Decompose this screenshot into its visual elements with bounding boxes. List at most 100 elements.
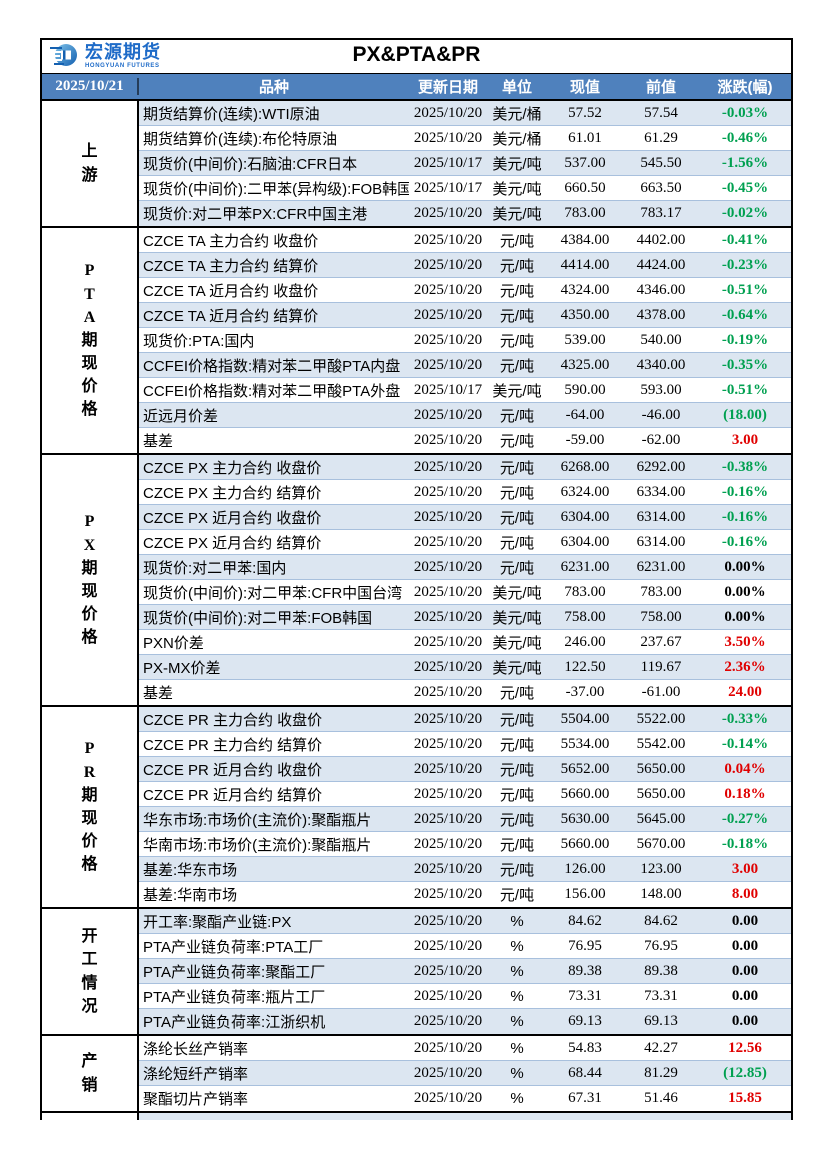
change-cell: 0.00% bbox=[724, 558, 766, 575]
update-date-cell: 2025/10/20 bbox=[413, 886, 483, 902]
unit-cell: 元/吨 bbox=[499, 484, 535, 502]
update-date-cell: 2025/10/17 bbox=[413, 381, 483, 398]
update-date-cell: 2025/10/20 bbox=[413, 483, 483, 500]
table-row: CZCE PR 主力合约 收盘价 2025/10/20 元/吨 5504.00 … bbox=[139, 707, 791, 732]
unit-cell: 元/吨 bbox=[499, 559, 535, 577]
update-date-cell: 2025/10/20 bbox=[413, 533, 483, 550]
previous-value-cell: 6334.00 bbox=[636, 483, 686, 500]
update-date-cell: 2025/10/20 bbox=[413, 508, 483, 525]
current-value-cell: 61.01 bbox=[568, 129, 602, 146]
previous-value-cell: 123.00 bbox=[640, 860, 682, 877]
current-value-cell: 67.31 bbox=[568, 1090, 602, 1106]
table-row: PTA产业链负荷率:江浙织机 2025/10/20 % 69.13 69.13 … bbox=[139, 1009, 791, 1034]
current-value-cell: 69.13 bbox=[568, 1013, 602, 1029]
change-cell: -0.18% bbox=[721, 835, 769, 852]
current-value-cell: 6324.00 bbox=[560, 483, 610, 500]
update-date-cell: 2025/10/20 bbox=[413, 406, 483, 423]
table-row: CCFEI价格指数:精对苯二甲酸PTA内盘 2025/10/20 元/吨 432… bbox=[139, 353, 791, 378]
current-value-cell: 5652.00 bbox=[560, 760, 610, 777]
unit-cell: 元/吨 bbox=[499, 257, 535, 275]
previous-value-cell: 6314.00 bbox=[636, 533, 686, 550]
previous-value-cell: 5650.00 bbox=[636, 785, 686, 802]
previous-value-cell: -62.00 bbox=[641, 432, 681, 448]
previous-value-cell: 783.17 bbox=[640, 205, 682, 221]
table-row: 涤纶短纤产销率 2025/10/20 % 68.44 81.29 (12.85) bbox=[139, 1061, 791, 1086]
variety-cell: 开工率:聚酯产业链:PX bbox=[143, 913, 292, 931]
previous-value-cell: 6292.00 bbox=[636, 458, 686, 475]
hongyuan-globe-icon bbox=[50, 44, 77, 66]
current-value-cell: 590.00 bbox=[564, 381, 606, 398]
unit-cell: % bbox=[510, 912, 524, 930]
unit-cell: % bbox=[510, 1090, 524, 1107]
change-cell: -0.23% bbox=[721, 256, 769, 273]
variety-cell: 现货价:PTA:国内 bbox=[143, 332, 255, 350]
change-cell: -0.46% bbox=[721, 129, 769, 146]
previous-value-cell: 5522.00 bbox=[636, 710, 686, 727]
table-row: CZCE PR 近月合约 收盘价 2025/10/20 元/吨 5652.00 … bbox=[139, 757, 791, 782]
unit-cell: 元/吨 bbox=[499, 407, 535, 425]
variety-cell: 现货价:对二甲苯PX:CFR中国主港 bbox=[143, 206, 368, 223]
unit-cell: 美元/吨 bbox=[492, 659, 542, 677]
current-value-cell: 6231.00 bbox=[560, 558, 610, 575]
previous-value-cell: 593.00 bbox=[640, 381, 682, 398]
change-cell: 0.18% bbox=[724, 785, 766, 802]
unit-cell: 美元/吨 bbox=[492, 206, 542, 223]
variety-cell: CZCE PR 近月合约 结算价 bbox=[143, 786, 323, 804]
col-header-change: 涨跌(幅) bbox=[717, 79, 773, 96]
update-date-cell: 2025/10/20 bbox=[413, 356, 483, 373]
variety-cell: 基差:华南市场 bbox=[143, 887, 238, 904]
variety-cell: 期货结算价(连续):布伦特原油 bbox=[143, 130, 338, 148]
previous-value-cell: 5670.00 bbox=[636, 835, 686, 852]
variety-cell: 现货价(中间价):对二甲苯:FOB韩国 bbox=[143, 609, 373, 627]
col-header-update-date: 更新日期 bbox=[417, 79, 478, 96]
update-date-cell: 2025/10/20 bbox=[413, 256, 483, 273]
change-cell: 2.36% bbox=[724, 658, 766, 675]
current-value-cell: 537.00 bbox=[564, 154, 606, 171]
change-cell: 0.00 bbox=[731, 987, 759, 1004]
update-date-cell: 2025/10/20 bbox=[413, 231, 483, 248]
update-date-cell: 2025/10/20 bbox=[413, 658, 483, 675]
current-value-cell: 76.95 bbox=[568, 937, 602, 954]
previous-value-cell: 545.50 bbox=[640, 154, 682, 171]
current-value-cell: 4324.00 bbox=[560, 281, 610, 298]
table-row: CZCE PX 主力合约 结算价 2025/10/20 元/吨 6324.00 … bbox=[139, 480, 791, 505]
previous-value-cell: 61.29 bbox=[644, 129, 678, 146]
variety-cell: CZCE TA 近月合约 结算价 bbox=[143, 307, 319, 325]
unit-cell: 元/吨 bbox=[499, 736, 535, 754]
partial-row-strip bbox=[42, 1113, 791, 1120]
update-date-cell: 2025/10/20 bbox=[413, 760, 483, 777]
table-row: PTA产业链负荷率:PTA工厂 2025/10/20 % 76.95 76.95… bbox=[139, 934, 791, 959]
previous-value-cell: 540.00 bbox=[640, 331, 682, 348]
update-date-cell: 2025/10/17 bbox=[413, 154, 483, 171]
report-header-band: 宏源期货 HONGYUAN FUTURES PX&PTA&PR bbox=[42, 40, 791, 73]
update-date-cell: 2025/10/20 bbox=[413, 104, 483, 121]
change-cell: 0.00 bbox=[731, 937, 759, 954]
brand-subtitle: HONGYUAN FUTURES bbox=[85, 63, 160, 69]
brand-logo: 宏源期货 HONGYUAN FUTURES bbox=[50, 42, 161, 70]
update-date-cell: 2025/10/20 bbox=[413, 633, 483, 650]
change-cell: 12.56 bbox=[728, 1039, 762, 1056]
unit-cell: 美元/桶 bbox=[492, 130, 542, 148]
update-date-cell: 2025/10/20 bbox=[413, 306, 483, 323]
change-cell: -0.51% bbox=[721, 281, 769, 298]
update-date-cell: 2025/10/17 bbox=[413, 179, 483, 196]
current-value-cell: 73.31 bbox=[568, 987, 602, 1004]
unit-cell: 元/吨 bbox=[499, 232, 535, 250]
current-value-cell: 5660.00 bbox=[560, 835, 610, 852]
change-cell: -0.16% bbox=[721, 533, 769, 550]
change-cell: 0.00% bbox=[724, 608, 766, 625]
change-cell: -0.03% bbox=[721, 104, 769, 121]
report-date: 2025/10/21 bbox=[42, 78, 139, 95]
change-cell: 0.04% bbox=[724, 760, 766, 777]
table-row: 现货价:对二甲苯:国内 2025/10/20 元/吨 6231.00 6231.… bbox=[139, 555, 791, 580]
table-row: 基差:华南市场 2025/10/20 元/吨 156.00 148.00 8.0… bbox=[139, 882, 791, 907]
table-row: PX-MX价差 2025/10/20 美元/吨 122.50 119.67 2.… bbox=[139, 655, 791, 680]
update-date-cell: 2025/10/20 bbox=[413, 558, 483, 575]
table-row: CZCE TA 主力合约 结算价 2025/10/20 元/吨 4414.00 … bbox=[139, 253, 791, 278]
change-cell: -0.33% bbox=[721, 710, 769, 727]
current-value-cell: 246.00 bbox=[564, 633, 606, 650]
previous-value-cell: 758.00 bbox=[640, 608, 682, 625]
current-value-cell: -59.00 bbox=[565, 432, 605, 448]
unit-cell: % bbox=[510, 937, 524, 955]
